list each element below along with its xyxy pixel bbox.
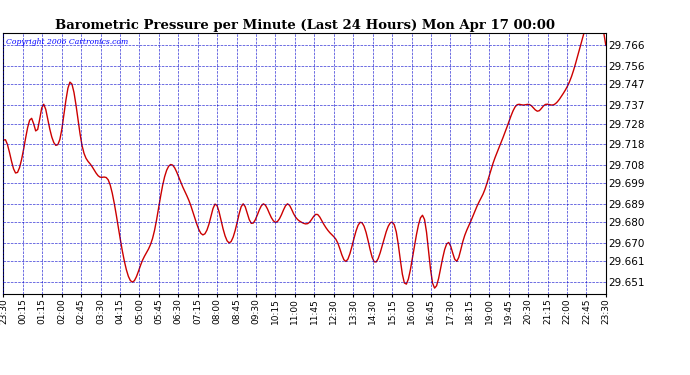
Text: Copyright 2006 Cartronics.com: Copyright 2006 Cartronics.com bbox=[6, 38, 129, 46]
Title: Barometric Pressure per Minute (Last 24 Hours) Mon Apr 17 00:00: Barometric Pressure per Minute (Last 24 … bbox=[55, 19, 555, 32]
